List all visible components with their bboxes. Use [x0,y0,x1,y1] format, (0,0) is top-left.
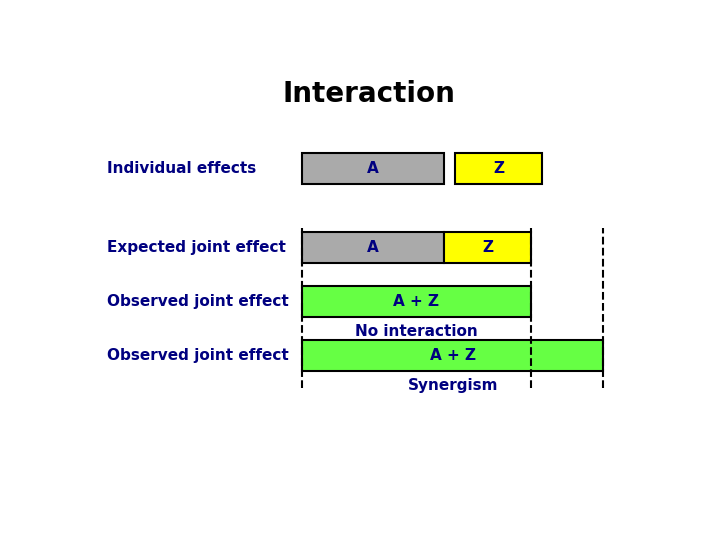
Text: Z: Z [493,161,504,176]
Text: Expected joint effect: Expected joint effect [107,240,286,255]
Bar [302,232,444,264]
Text: A + Z: A + Z [430,348,476,363]
Text: A: A [367,161,379,176]
Text: Interaction: Interaction [282,80,456,108]
Text: Individual effects: Individual effects [107,161,256,176]
Text: Synergism: Synergism [408,377,498,393]
Bar [302,286,531,318]
Bar [302,153,444,184]
Text: Observed joint effect: Observed joint effect [107,294,289,309]
Text: A: A [367,240,379,255]
Text: Z: Z [482,240,493,255]
Bar [456,153,542,184]
Bar [444,232,531,264]
Bar [302,340,603,372]
Text: A + Z: A + Z [393,294,439,309]
Text: No interaction: No interaction [355,323,478,339]
Text: Observed joint effect: Observed joint effect [107,348,289,363]
